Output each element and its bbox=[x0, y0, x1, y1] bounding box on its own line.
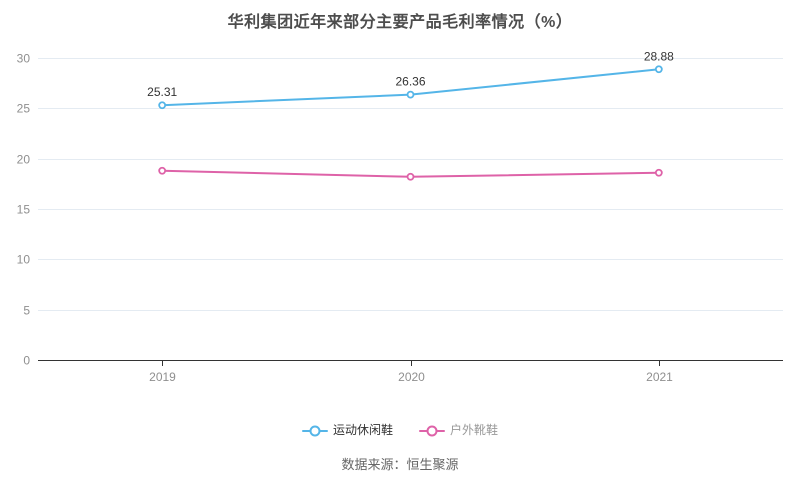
data-point-label: 26.36 bbox=[395, 75, 425, 89]
x-axis-tick-label: 2021 bbox=[646, 370, 673, 384]
data-source-text: 数据来源：恒生聚源 bbox=[341, 457, 459, 472]
chart-svg: 0 5 10 15 20 25 30 2019 2020 2021 25.31 26.36 28.88 bbox=[17, 49, 783, 384]
y-axis-tick-label: 20 bbox=[17, 153, 31, 167]
legend: 运动休闲鞋 户外靴鞋 bbox=[0, 424, 800, 437]
legend-label: 户外靴鞋 bbox=[450, 423, 499, 437]
y-axis-tick-label: 10 bbox=[17, 253, 31, 267]
y-axis-tick-label: 5 bbox=[23, 304, 30, 318]
data-point-label: 28.88 bbox=[644, 49, 674, 63]
y-axis-tick-label: 25 bbox=[17, 102, 31, 116]
x-axis-tick-label: 2019 bbox=[149, 370, 176, 384]
data-point bbox=[654, 65, 663, 74]
legend-line-marker-icon bbox=[419, 424, 445, 437]
y-axis-tick-label: 0 bbox=[23, 354, 30, 368]
legend-item-sports-casual-shoes[interactable]: 运动休闲鞋 bbox=[301, 423, 393, 437]
data-point bbox=[158, 166, 167, 175]
data-point bbox=[654, 168, 663, 177]
y-axis-tick-label: 30 bbox=[17, 52, 31, 66]
data-point bbox=[158, 101, 167, 110]
y-axis-tick-label: 15 bbox=[17, 203, 31, 217]
legend-line-marker-icon bbox=[301, 424, 328, 437]
x-axis-tick-label: 2020 bbox=[398, 370, 425, 384]
data-point bbox=[406, 90, 415, 99]
chart-title: 华利集团近年来部分主要产品毛利率情况（%） bbox=[227, 14, 573, 31]
data-point bbox=[406, 172, 415, 181]
legend-label: 运动休闲鞋 bbox=[332, 423, 393, 437]
legend-item-outdoor-boots[interactable]: 户外靴鞋 bbox=[419, 424, 498, 437]
data-point-label: 25.31 bbox=[147, 85, 177, 99]
